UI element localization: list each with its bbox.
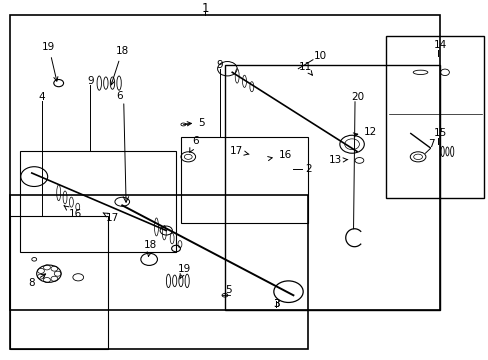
Text: 19: 19 (178, 264, 191, 279)
Text: 3: 3 (272, 299, 279, 309)
Text: 6: 6 (189, 136, 199, 152)
Text: 18: 18 (143, 240, 157, 256)
Text: 20: 20 (351, 93, 364, 103)
Text: 15: 15 (432, 129, 446, 139)
Text: 14: 14 (432, 40, 446, 50)
Text: 11: 11 (298, 62, 312, 75)
Text: 17: 17 (103, 213, 119, 223)
Text: 1: 1 (201, 2, 209, 15)
Text: 9: 9 (216, 60, 223, 70)
Text: 5: 5 (185, 118, 204, 128)
Text: 18: 18 (110, 46, 129, 85)
Text: 5: 5 (225, 285, 232, 295)
Text: 17: 17 (230, 147, 248, 157)
Text: 12: 12 (352, 127, 377, 137)
Text: 4: 4 (38, 93, 45, 103)
Text: 13: 13 (328, 156, 347, 166)
Text: 9: 9 (87, 76, 94, 86)
Text: 3: 3 (272, 299, 279, 309)
Text: 7: 7 (427, 139, 434, 149)
Text: 2: 2 (305, 165, 312, 174)
Text: 6: 6 (116, 91, 123, 101)
Text: 8: 8 (28, 274, 45, 288)
Text: 19: 19 (42, 42, 58, 81)
Text: 10: 10 (313, 51, 326, 61)
Text: 16: 16 (64, 206, 82, 219)
Text: 16: 16 (267, 150, 291, 161)
